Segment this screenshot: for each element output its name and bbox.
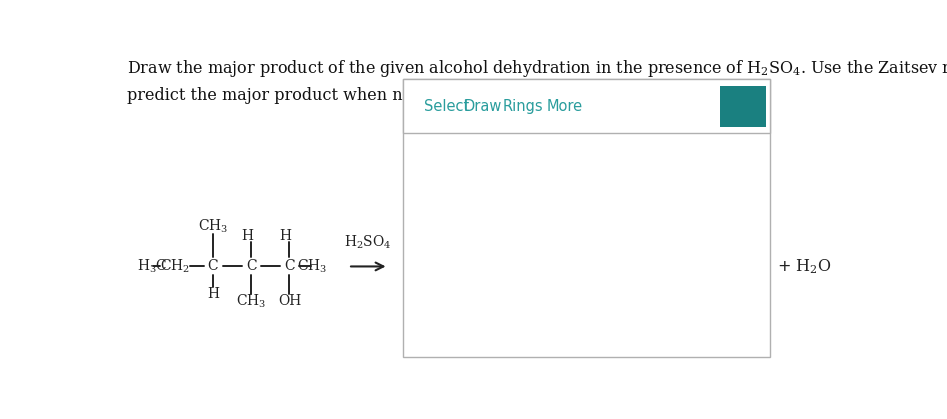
Text: C: C bbox=[246, 259, 257, 274]
Text: $\mathregular{H_2SO_4}$: $\mathregular{H_2SO_4}$ bbox=[345, 233, 392, 251]
Text: predict the major product when necessary. Include all hydrogen atoms.: predict the major product when necessary… bbox=[127, 88, 709, 104]
Text: $\mathregular{CH_2}$: $\mathregular{CH_2}$ bbox=[160, 258, 190, 275]
Text: Rings: Rings bbox=[502, 99, 543, 114]
Text: H: H bbox=[207, 287, 219, 301]
Bar bbox=[403, 79, 770, 357]
Text: $\mathregular{H_3C}$: $\mathregular{H_3C}$ bbox=[136, 258, 168, 275]
Text: C: C bbox=[284, 259, 295, 274]
Text: $\mathregular{CH_3}$: $\mathregular{CH_3}$ bbox=[297, 258, 328, 275]
Text: $+\ \mathregular{H_2O}$: $+\ \mathregular{H_2O}$ bbox=[777, 257, 831, 276]
Text: Select: Select bbox=[423, 99, 469, 114]
Text: $\mathregular{CH_3}$: $\mathregular{CH_3}$ bbox=[236, 292, 266, 310]
Text: Draw: Draw bbox=[463, 99, 502, 114]
Text: $\mathregular{CH_3}$: $\mathregular{CH_3}$ bbox=[198, 217, 228, 235]
Text: H: H bbox=[241, 230, 254, 243]
Text: Draw the major product of the given alcohol dehydration in the presence of $\mat: Draw the major product of the given alco… bbox=[127, 58, 947, 79]
Text: OH: OH bbox=[277, 294, 301, 308]
Bar bbox=[721, 86, 766, 127]
Text: H: H bbox=[279, 230, 292, 243]
Text: C: C bbox=[207, 259, 219, 274]
Text: More: More bbox=[546, 99, 582, 114]
Bar bbox=[403, 79, 770, 133]
Text: Erase: Erase bbox=[720, 99, 766, 114]
